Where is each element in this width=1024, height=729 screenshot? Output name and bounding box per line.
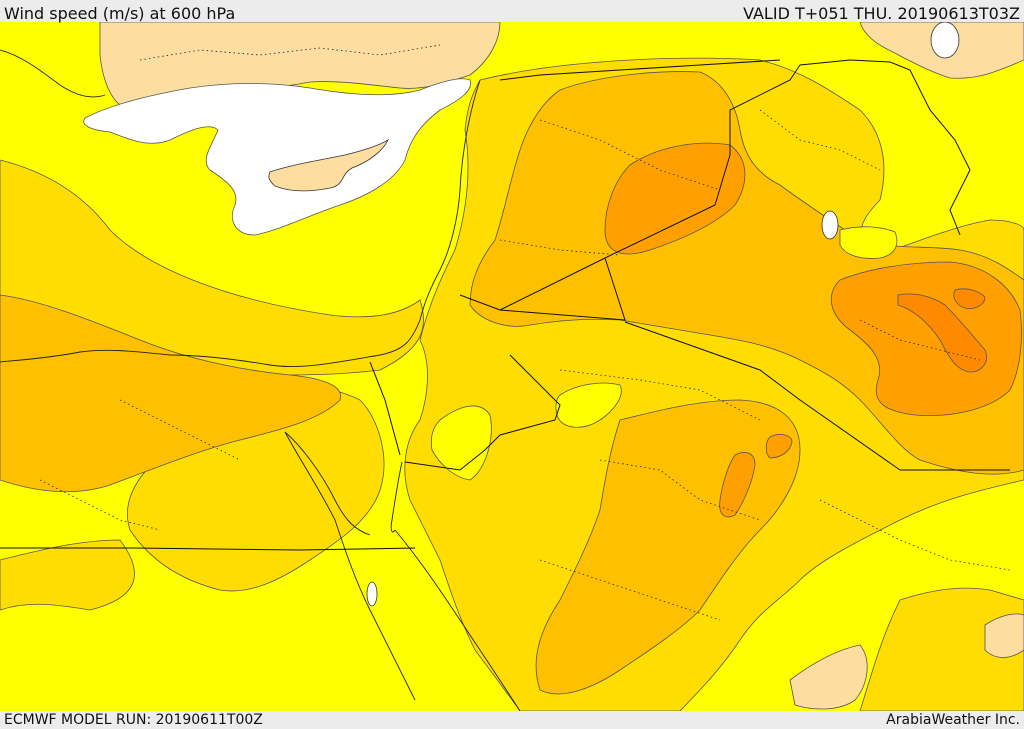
- valid-time: VALID T+051 THU. 20190613T03Z: [743, 4, 1020, 23]
- lake-van: [930, 22, 960, 59]
- wind-speed-map: [0, 22, 1024, 711]
- map-title: Wind speed (m/s) at 600 hPa: [4, 4, 236, 23]
- border-iraq-iran: [799, 59, 971, 236]
- gulf-of-aqaba: [390, 461, 403, 533]
- border-egypt-sudan: [134, 547, 416, 551]
- orange-cell-north: [604, 142, 746, 255]
- amber-band-west: [0, 294, 341, 493]
- province-boundary-layer: [39, 44, 1011, 621]
- border-saudi-iraq: [404, 354, 561, 471]
- map-header: Wind speed (m/s) at 600 hPa VALID T+051 …: [0, 0, 1024, 23]
- tan-area-south-east-a: [789, 644, 868, 710]
- border-jordan-saudi: [459, 257, 626, 321]
- lake-nasser: [366, 581, 378, 607]
- gold-band-south-west: [0, 539, 135, 611]
- province-boundary-5: [599, 459, 761, 521]
- orange-cell-small: [765, 434, 793, 459]
- aegean-islands: [0, 49, 106, 98]
- dark-orange-spot: [953, 288, 986, 309]
- border-egypt-israel: [369, 361, 401, 456]
- province-boundary-6: [539, 559, 721, 621]
- dark-orange-core: [897, 293, 987, 373]
- tan-area-south-east-b: [984, 613, 1024, 658]
- lake-tharthar: [821, 210, 839, 240]
- gulf-of-suez: [284, 431, 371, 536]
- province-boundary-3: [759, 109, 881, 171]
- dark-orange-core-layer: [897, 288, 987, 373]
- cyprus-island: [268, 138, 389, 192]
- border-saudi-iraq-kuwait: [624, 321, 1010, 471]
- yellow-pocket-jordan: [430, 405, 492, 481]
- model-run-label: ECMWF MODEL RUN: 20190611T00Z: [4, 712, 263, 728]
- gold-band-south-east: [859, 587, 1024, 711]
- red-sea-coastline-east: [394, 529, 521, 711]
- yellow-pocket-layer: [430, 226, 898, 481]
- yellow-pocket-iraq: [555, 382, 622, 428]
- lake-layer: [366, 22, 960, 607]
- border-turkey-syria: [499, 59, 781, 81]
- credit-label: ArabiaWeather Inc.: [886, 712, 1020, 728]
- border-layer: [0, 59, 1010, 551]
- map-footer: ECMWF MODEL RUN: 20190611T00Z ArabiaWeat…: [0, 711, 1024, 729]
- calm-area-mediterranean: [83, 78, 472, 236]
- province-boundary-1: [539, 119, 721, 191]
- coastline-layer: [0, 49, 521, 711]
- yellow-pocket-east: [839, 226, 898, 259]
- orange-cell-south: [719, 452, 756, 518]
- red-sea-coastline-west: [284, 431, 416, 701]
- levant-coastline: [0, 79, 481, 367]
- province-boundary-9: [139, 44, 441, 61]
